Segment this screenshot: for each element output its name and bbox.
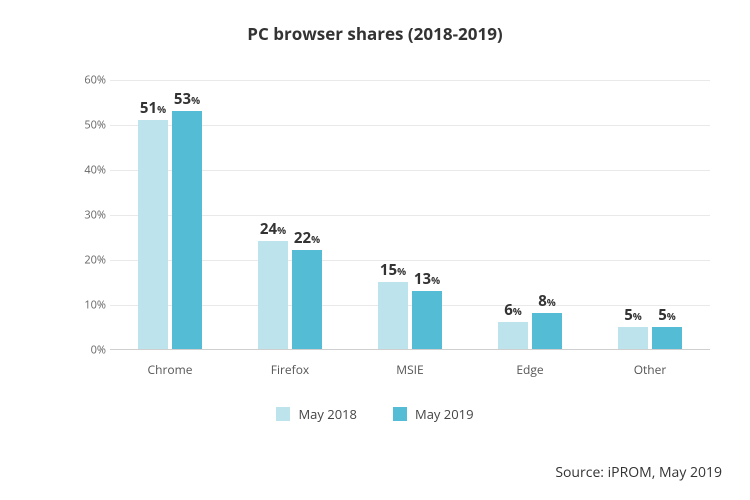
- x-tick-label: Chrome: [130, 350, 210, 380]
- y-tick-label: 40%: [70, 163, 106, 178]
- bar: 22%: [292, 250, 322, 349]
- bar: 8%: [532, 313, 562, 349]
- bar-value-label: 22%: [292, 228, 322, 248]
- bar: 5%: [618, 327, 648, 350]
- bar: 51%: [138, 120, 168, 350]
- legend-item: May 2018: [276, 405, 357, 423]
- bar-value-label: 5%: [652, 305, 682, 325]
- bar: 5%: [652, 327, 682, 350]
- y-tick-label: 20%: [70, 253, 106, 268]
- bar: 6%: [498, 322, 528, 349]
- bar: 13%: [412, 291, 442, 350]
- x-tick-label: Edge: [490, 350, 570, 380]
- bar-value-label: 8%: [532, 291, 562, 311]
- bar-value-label: 5%: [618, 305, 648, 325]
- y-tick-label: 50%: [70, 118, 106, 133]
- source-text: Source: iPROM, May 2019: [555, 463, 722, 482]
- x-tick-label: MSIE: [370, 350, 450, 380]
- bar-value-label: 15%: [378, 260, 408, 280]
- bar-value-label: 13%: [412, 269, 442, 289]
- chart-area: 51%53% 24%22% 15%13% 6%8% 5%5% 0% 10% 20% 30% 40…: [70, 80, 710, 380]
- bar-value-label: 24%: [258, 219, 288, 239]
- legend-item: May 2019: [393, 405, 474, 423]
- y-tick-label: 30%: [70, 208, 106, 223]
- bar: 24%: [258, 241, 288, 349]
- chart-title: PC browser shares (2018-2019): [0, 0, 750, 45]
- legend: May 2018 May 2019: [0, 405, 750, 423]
- bar-value-label: 6%: [498, 300, 528, 320]
- x-tick-label: Firefox: [250, 350, 330, 380]
- plot-area: 51%53% 24%22% 15%13% 6%8% 5%5%: [110, 80, 710, 350]
- legend-label: May 2019: [415, 405, 474, 423]
- bar: 53%: [172, 111, 202, 350]
- x-tick-label: Other: [610, 350, 690, 380]
- y-tick-label: 60%: [70, 73, 106, 88]
- legend-label: May 2018: [298, 405, 357, 423]
- y-tick-label: 0%: [70, 343, 106, 358]
- gridline: [110, 80, 710, 81]
- legend-swatch: [393, 407, 407, 421]
- bar-value-label: 51%: [138, 98, 168, 118]
- legend-swatch: [276, 407, 290, 421]
- y-tick-label: 10%: [70, 298, 106, 313]
- bar-value-label: 53%: [172, 89, 202, 109]
- bar: 15%: [378, 282, 408, 350]
